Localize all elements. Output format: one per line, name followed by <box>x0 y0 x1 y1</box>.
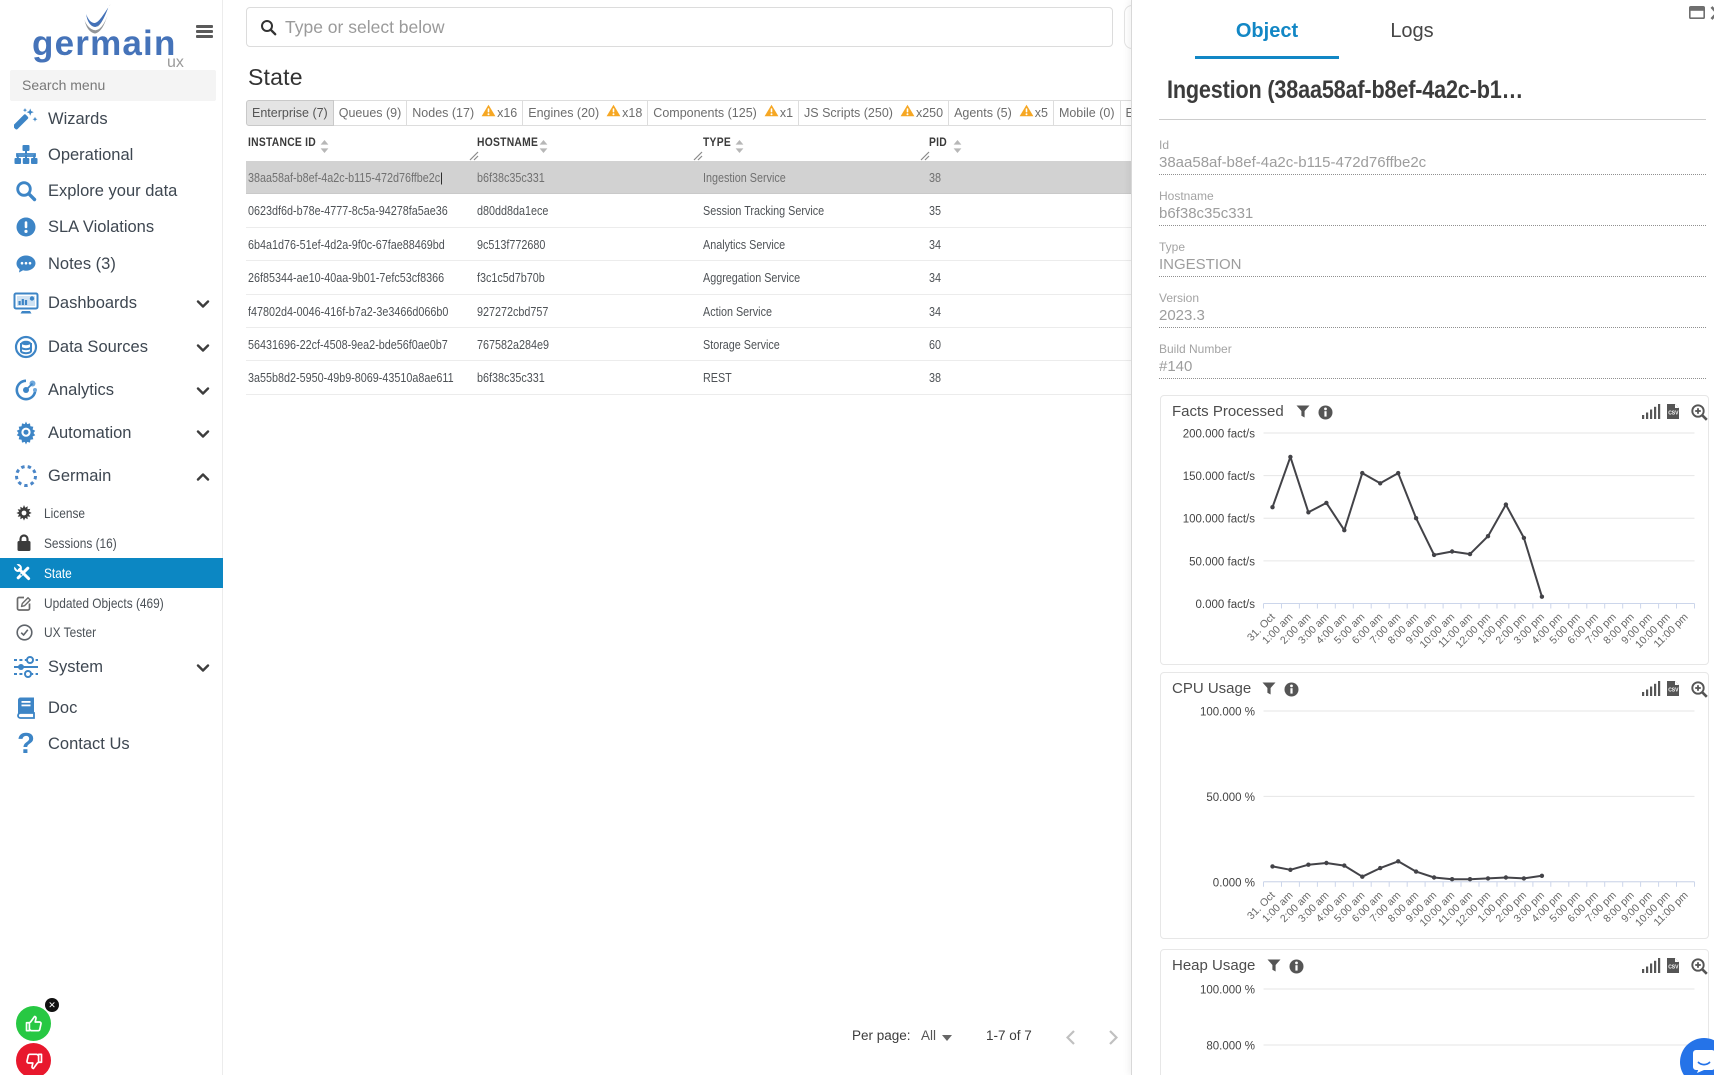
svg-text:80.000 %: 80.000 % <box>1206 1041 1255 1053</box>
svg-text:50.000 fact/s: 50.000 fact/s <box>1189 556 1255 568</box>
svg-text:germain: germain <box>32 24 177 63</box>
svg-text:CSV: CSV <box>1668 965 1679 971</box>
svg-text:100.000 fact/s: 100.000 fact/s <box>1183 514 1255 526</box>
svg-text:CSV: CSV <box>1668 411 1679 417</box>
svg-text:100.000 %: 100.000 % <box>1200 707 1255 719</box>
svg-text:0.000 fact/s: 0.000 fact/s <box>1196 599 1256 611</box>
svg-text:CSV: CSV <box>1668 688 1679 694</box>
svg-text:100.000 %: 100.000 % <box>1200 985 1255 997</box>
svg-text:0.000 %: 0.000 % <box>1213 877 1255 889</box>
svg-text:200.000 fact/s: 200.000 fact/s <box>1183 429 1255 441</box>
svg-text:ux: ux <box>167 54 184 71</box>
svg-text:50.000 %: 50.000 % <box>1206 792 1255 804</box>
svg-text:150.000 fact/s: 150.000 fact/s <box>1183 471 1255 483</box>
